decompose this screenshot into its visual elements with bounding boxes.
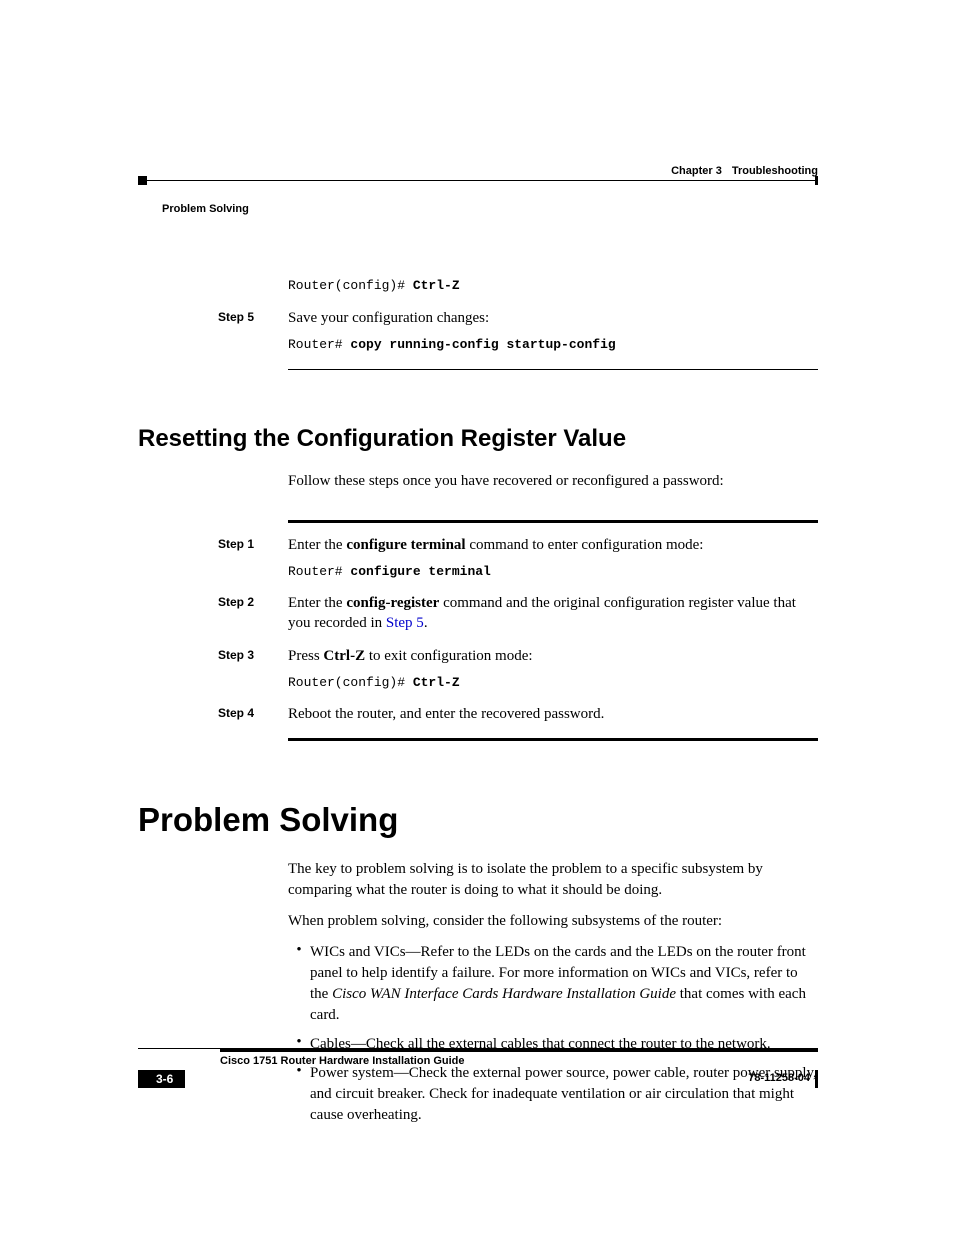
t: Press [288,648,323,664]
code-prompt: Router# [288,337,350,352]
t: . [424,615,428,631]
rule [288,369,818,370]
header-rule [138,180,818,181]
step-2: Step 2 Enter the config-register command… [138,593,818,634]
step-label: Step 1 [218,535,283,551]
chapter-label: Chapter 3 [671,165,722,177]
t-bold: configure terminal [346,537,465,553]
step-label: Step 3 [218,646,283,662]
step-text: Save your configuration changes: [288,310,489,326]
step-label: Step 2 [218,593,283,609]
code-cmd: configure terminal [350,564,490,579]
footer-rule [138,1048,818,1049]
header-square-icon [138,176,147,185]
running-section-title: Problem Solving [162,203,818,215]
step-label: Step 4 [218,704,283,720]
code-prompt: Router# [288,564,350,579]
step-body: Reboot the router, and enter the recover… [288,704,818,724]
bullet-text: WICs and VICs—Refer to the LEDs on the c… [310,942,818,1026]
t: to exit configuration mode: [365,648,532,664]
step-body: Press Ctrl-Z to exit configuration mode:… [288,646,818,693]
code-prompt: Router(config)# [288,278,413,293]
link-step5[interactable]: Step 5 [386,615,424,631]
running-header: Chapter 3 Troubleshooting [138,165,818,195]
chapter-title: Troubleshooting [732,165,818,177]
code-prompt: Router(config)# [288,675,413,690]
step-label: Step 5 [218,308,283,324]
heading-problem-solving: Problem Solving [138,801,818,839]
t-bold: Ctrl-Z [323,648,365,664]
t: Reboot the router, and enter the recover… [288,706,604,722]
footer-rule-thick [220,1049,818,1052]
step-body: Enter the configure terminal command to … [288,535,818,582]
rule-thick [288,738,818,741]
step-1: Step 1 Enter the configure terminal comm… [138,535,818,582]
step-4: Step 4 Reboot the router, and enter the … [138,704,818,724]
rule-thick [288,520,818,523]
page: Chapter 3 Troubleshooting Problem Solving… [138,165,818,1126]
heading-reset: Resetting the Configuration Register Val… [138,425,818,453]
t: command to enter configuration mode: [466,537,704,553]
bullet-icon: • [288,942,310,1026]
page-number: 3-6 [138,1070,185,1088]
bullet-item: • WICs and VICs—Refer to the LEDs on the… [288,942,818,1026]
footer-tick-icon [815,1070,818,1088]
t: Enter the [288,595,346,611]
t-bold: config-register [346,595,439,611]
footer-row: 3-6 78-11258-04 [138,1070,818,1090]
code-line: Router# copy running-config startup-conf… [288,334,818,354]
doc-number: 78-11258-04 [748,1072,810,1084]
step-body: Save your configuration changes: Router#… [288,308,818,355]
para: When problem solving, consider the follo… [288,911,818,932]
code-line-prestep: Router(config)# Ctrl-Z [288,275,818,296]
step-3: Step 3 Press Ctrl-Z to exit configuratio… [138,646,818,693]
t-italic: Cisco WAN Interface Cards Hardware Insta… [332,986,676,1002]
code-line: Router(config)# Ctrl-Z [288,672,818,692]
footer-title: Cisco 1751 Router Hardware Installation … [220,1055,818,1067]
header-tick-icon [815,176,818,185]
intro-para: Follow these steps once you have recover… [288,471,818,492]
t: Enter the [288,537,346,553]
header-chapter: Chapter 3 Troubleshooting [671,165,818,177]
step-body: Enter the config-register command and th… [288,593,818,634]
footer: Cisco 1751 Router Hardware Installation … [138,1048,818,1090]
para: The key to problem solving is to isolate… [288,859,818,901]
code-line: Router# configure terminal [288,561,818,581]
content: Router(config)# Ctrl-Z Step 5 Save your … [138,275,818,1126]
step-5: Step 5 Save your configuration changes: … [138,308,818,355]
code-cmd: Ctrl-Z [413,675,460,690]
bullet-list: • WICs and VICs—Refer to the LEDs on the… [288,942,818,1126]
code-cmd: copy running-config startup-config [350,337,615,352]
code-cmd: Ctrl-Z [413,278,460,293]
